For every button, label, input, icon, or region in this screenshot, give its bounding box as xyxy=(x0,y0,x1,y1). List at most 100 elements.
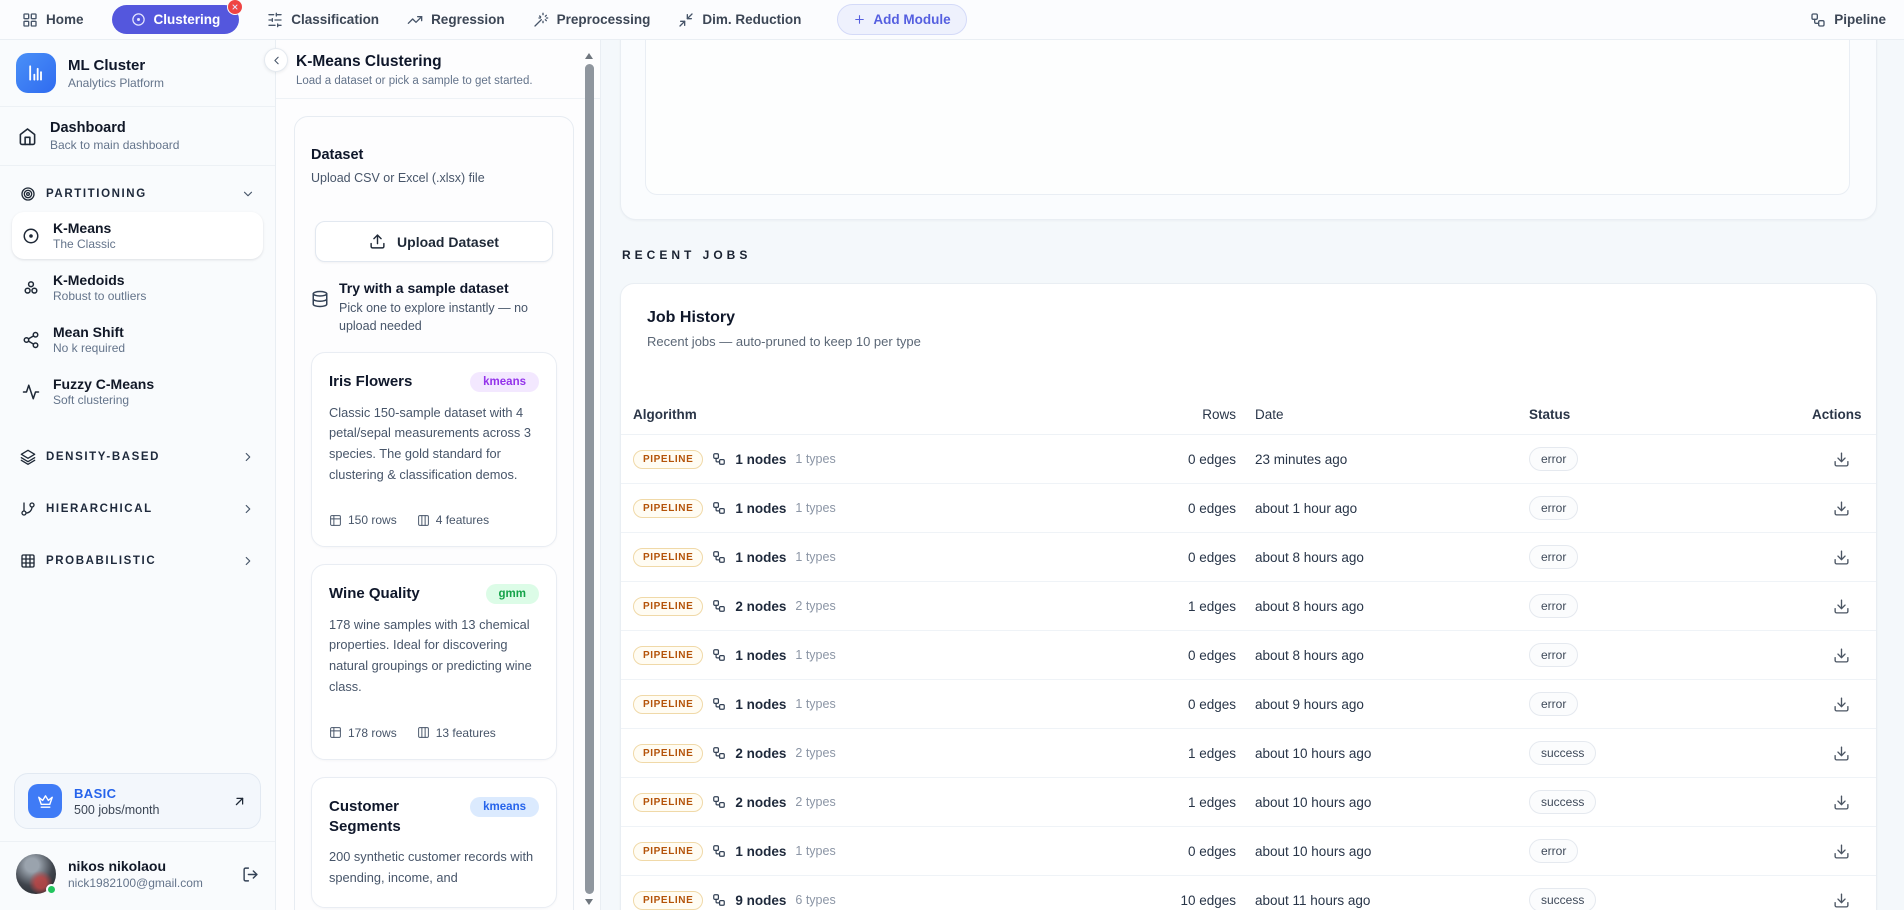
scrollbar-thumb[interactable] xyxy=(585,64,594,894)
download-icon xyxy=(1833,794,1850,811)
sample-description: 200 synthetic customer records with spen… xyxy=(329,849,534,885)
download-icon xyxy=(1833,696,1850,713)
download-button[interactable] xyxy=(1831,792,1852,813)
nav-item-dim-reduction[interactable]: Dim. Reduction xyxy=(678,12,801,28)
section-density-based[interactable]: DENSITY-BASED xyxy=(12,439,263,475)
nodes-count: 1 nodes xyxy=(735,843,787,859)
download-button[interactable] xyxy=(1831,743,1852,764)
close-notification-badge[interactable] xyxy=(227,0,244,15)
nav-label: Preprocessing xyxy=(556,12,651,27)
pipeline-badge: PIPELINE xyxy=(633,645,704,665)
section-hierarchical[interactable]: HIERARCHICAL xyxy=(12,491,263,527)
upload-dataset-button[interactable]: Upload Dataset xyxy=(315,221,553,262)
status-badge: success xyxy=(1529,888,1597,910)
download-button[interactable] xyxy=(1831,596,1852,617)
edges-count: 10 edges xyxy=(1180,892,1236,908)
app-title: ML Cluster xyxy=(68,56,146,74)
download-button[interactable] xyxy=(1831,645,1852,666)
nav-item-preprocessing[interactable]: Preprocessing xyxy=(533,12,651,28)
sidebar-item-mean-shift[interactable]: Mean Shift No k required xyxy=(12,316,263,363)
job-date: about 1 hour ago xyxy=(1255,500,1358,516)
chevron-down-icon xyxy=(241,187,255,201)
page-title: K-Means Clustering xyxy=(296,53,442,70)
sidebar: ML Cluster Analytics Platform Dashboard … xyxy=(0,40,276,910)
pipeline-label: Pipeline xyxy=(1834,12,1886,27)
scroll-up-arrow[interactable] xyxy=(585,53,593,59)
download-button[interactable] xyxy=(1831,547,1852,568)
download-button[interactable] xyxy=(1831,498,1852,519)
app-logo xyxy=(16,53,56,93)
sample-card-title: Wine Quality xyxy=(329,585,420,603)
status-badge: error xyxy=(1529,545,1579,569)
workflow-icon xyxy=(712,697,726,711)
job-date: about 8 hours ago xyxy=(1255,598,1364,614)
add-module-button[interactable]: Add Module xyxy=(837,4,967,35)
job-date: about 11 hours ago xyxy=(1255,892,1371,908)
algorithm-badge: gmm xyxy=(485,584,539,605)
arrow-up-right-icon xyxy=(232,794,247,809)
features-count: 13 features xyxy=(435,725,496,740)
status-badge: success xyxy=(1529,790,1597,814)
download-button[interactable] xyxy=(1831,841,1852,862)
upload-icon xyxy=(369,233,386,250)
plan-upgrade-card[interactable]: BASIC 500 jobs/month xyxy=(14,773,261,829)
edges-count: 0 edges xyxy=(1187,647,1236,663)
types-count: 2 types xyxy=(795,599,836,613)
sample-description: Classic 150-sample dataset with 4 petal/… xyxy=(329,404,532,482)
download-icon xyxy=(1833,549,1850,566)
job-date: about 10 hours ago xyxy=(1255,794,1372,810)
collapse-panel-button[interactable] xyxy=(264,48,288,72)
algorithm-badge: kmeans xyxy=(470,796,539,817)
column-header-algorithm: Algorithm xyxy=(633,407,697,422)
home-icon xyxy=(18,127,37,146)
sample-card-customer-segments[interactable]: Customer Segments kmeans 200 synthetic c… xyxy=(311,776,557,909)
algo-sublabel: The Classic xyxy=(53,237,116,251)
pipeline-button[interactable]: Pipeline xyxy=(1810,12,1886,28)
edges-count: 0 edges xyxy=(1187,696,1236,712)
job-history-subtitle: Recent jobs — auto-pruned to keep 10 per… xyxy=(647,334,921,349)
algo-sublabel: Soft clustering xyxy=(53,393,130,407)
sample-card-wine[interactable]: Wine Quality gmm 178 wine samples with 1… xyxy=(311,564,557,760)
section-partitioning[interactable]: PARTITIONING xyxy=(12,176,263,212)
sidebar-item-dashboard[interactable]: Dashboard Back to main dashboard xyxy=(0,107,275,165)
sample-title: Try with a sample dataset xyxy=(339,280,509,296)
sidebar-item-kmeans[interactable]: K-Means The Classic xyxy=(12,212,263,259)
nav-label: Home xyxy=(46,12,84,27)
download-button[interactable] xyxy=(1831,449,1852,470)
nav-item-regression[interactable]: Regression xyxy=(407,12,505,28)
table-row: PIPELINE 2 nodes 2 types 1 edges about 8… xyxy=(621,582,1876,631)
edges-count: 0 edges xyxy=(1187,549,1236,565)
nodes-count: 2 nodes xyxy=(735,598,787,614)
download-button[interactable] xyxy=(1831,890,1852,910)
section-label-recent-jobs: RECENT JOBS xyxy=(622,248,752,262)
download-button[interactable] xyxy=(1831,694,1852,715)
user-profile[interactable]: nikos nikolaou nick1982100@gmail.com xyxy=(0,842,275,910)
divider xyxy=(0,165,275,166)
nav-item-classification[interactable]: Classification xyxy=(267,12,379,28)
nodes-count: 9 nodes xyxy=(735,892,787,908)
job-date: about 10 hours ago xyxy=(1255,843,1372,859)
section-probabilistic[interactable]: PROBABILISTIC xyxy=(12,543,263,579)
workflow-icon xyxy=(1810,12,1826,28)
column-header-actions: Actions xyxy=(1812,407,1862,422)
logout-button[interactable] xyxy=(242,866,259,883)
edges-count: 1 edges xyxy=(1187,598,1236,614)
bar-chart-icon xyxy=(26,63,46,83)
app-subtitle: Analytics Platform xyxy=(68,75,165,90)
edges-count: 1 edges xyxy=(1187,794,1236,810)
section-label: PARTITIONING xyxy=(46,188,147,200)
sample-card-iris[interactable]: Iris Flowers kmeans Classic 150-sample d… xyxy=(311,352,557,548)
plan-quota: 500 jobs/month xyxy=(74,802,160,817)
logout-icon xyxy=(242,866,259,883)
scroll-down-arrow[interactable] xyxy=(585,899,593,905)
download-icon xyxy=(1833,843,1850,860)
download-icon xyxy=(1833,745,1850,762)
nav-item-clustering-active[interactable]: Clustering xyxy=(111,0,244,34)
page-subtitle: Load a dataset or pick a sample to get s… xyxy=(296,75,533,87)
panel-scrollbar[interactable] xyxy=(584,50,595,908)
git-branch-icon xyxy=(20,501,36,517)
activity-icon xyxy=(22,383,40,401)
sidebar-item-fuzzy-cmeans[interactable]: Fuzzy C-Means Soft clustering xyxy=(12,368,263,415)
nav-item-home[interactable]: Home xyxy=(22,12,84,28)
sidebar-item-kmedoids[interactable]: K-Medoids Robust to outliers xyxy=(12,264,263,311)
